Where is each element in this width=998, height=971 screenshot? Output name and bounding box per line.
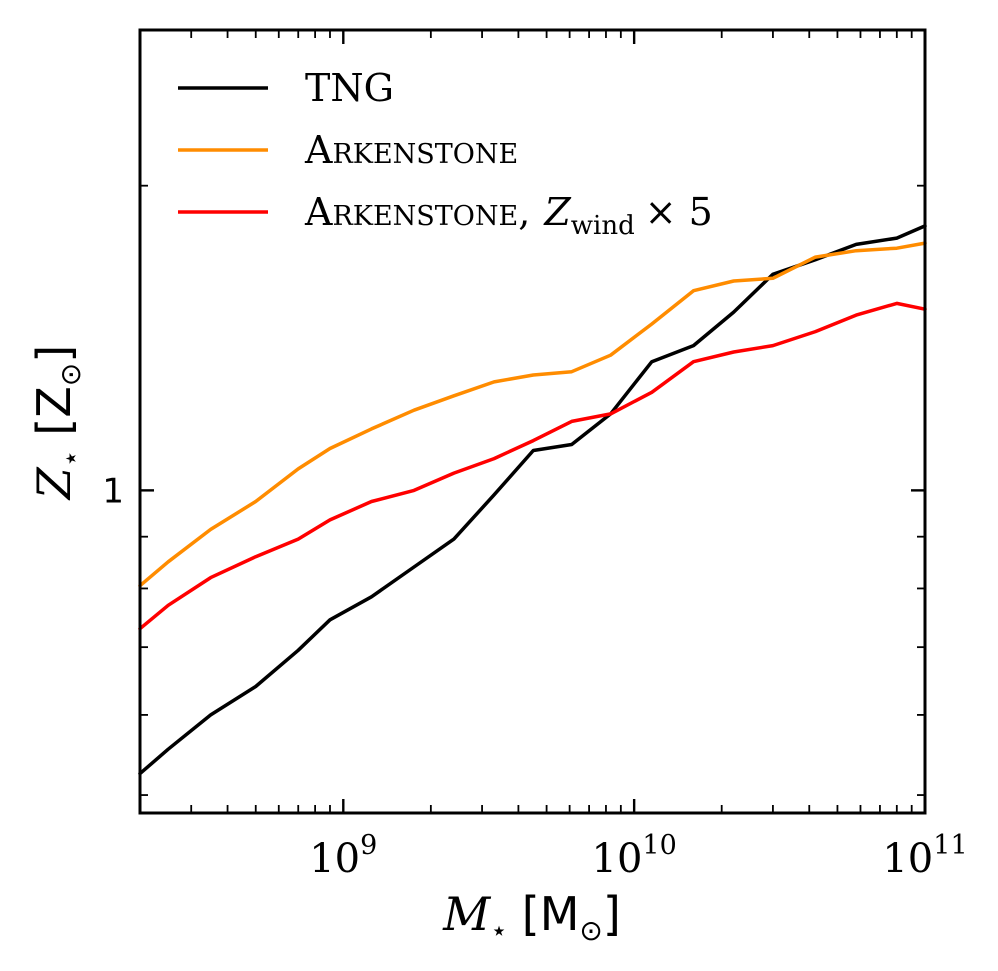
x-axis-title: M⋆ [M⊙] (442, 887, 621, 947)
tick-group (139, 30, 927, 813)
legend-label-tng: TNG (305, 66, 394, 110)
x-tick-label: 109 (309, 830, 377, 882)
series-group (138, 224, 927, 776)
plot-frame (138, 28, 927, 815)
series-line-2 (138, 301, 927, 631)
legend-label-arkenstone: Arkenstone (304, 128, 518, 172)
series-line-1 (138, 241, 927, 588)
legend: TNG Arkenstone Arkenstone, Zwind × 5 (178, 66, 713, 241)
tick-labels: 109 1010 1011 1 (102, 471, 967, 882)
legend-label-arkenstone-zwind: Arkenstone, Zwind × 5 (304, 190, 713, 241)
x-tick-label: 1011 (882, 830, 967, 882)
y-tick-label: 1 (102, 471, 124, 511)
y-axis-title: Z⋆[Z⊙] (27, 345, 87, 501)
x-tick-label: 1010 (592, 830, 677, 882)
